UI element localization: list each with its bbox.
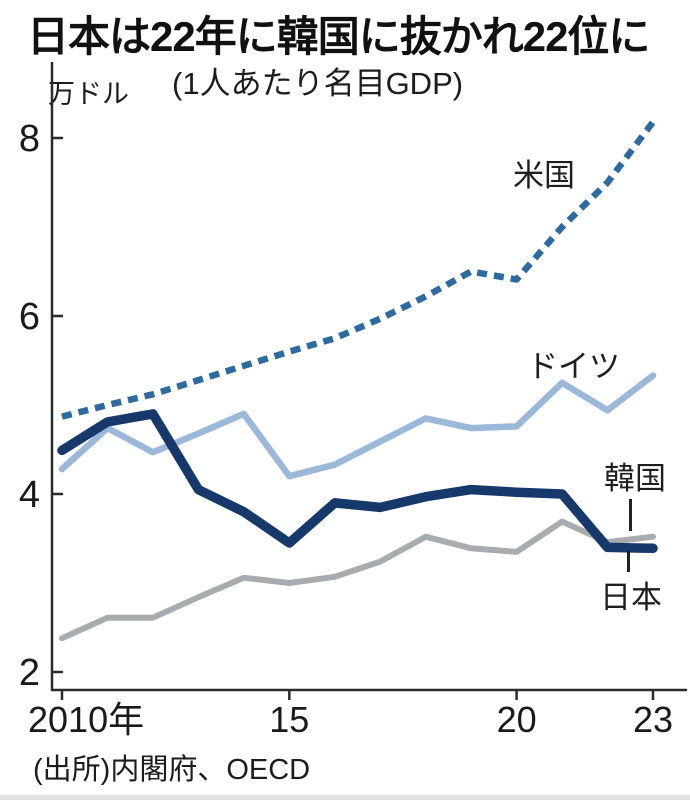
x-tick-label: 2010年 (28, 699, 144, 740)
series-label-korea: 韓国 (604, 461, 666, 496)
chart-subtitle: (1人あたり名目GDP) (172, 66, 464, 101)
x-tick-label: 15 (269, 699, 309, 740)
japan-label-connector-line (627, 551, 630, 572)
y-tick-label: 2 (19, 652, 40, 694)
y-tick-label: 6 (19, 296, 40, 338)
series-line-korea (59, 518, 656, 642)
y-axis-unit-label: 万ドル (48, 79, 129, 109)
korea-label-connector-line (629, 499, 632, 531)
y-tick-label: 4 (19, 474, 40, 516)
source-note: (出所)内閣府、OECD (33, 754, 311, 786)
series-line-japan (57, 409, 658, 554)
chart-title: 日本は22年に韓国に抜かれ22位に (27, 13, 650, 60)
series-line-germany (58, 372, 657, 480)
x-tick-label: 23 (633, 699, 673, 740)
y-tick-label: 8 (19, 118, 40, 160)
series-label-usa: 米国 (513, 158, 575, 193)
bottom-edge-strip (0, 795, 690, 800)
series-line-usa (61, 120, 656, 420)
x-tick-label: 20 (497, 699, 537, 740)
axis-spines (50, 62, 687, 692)
series-label-germany: ドイツ (527, 349, 620, 384)
series-label-japan: 日本 (600, 580, 662, 615)
